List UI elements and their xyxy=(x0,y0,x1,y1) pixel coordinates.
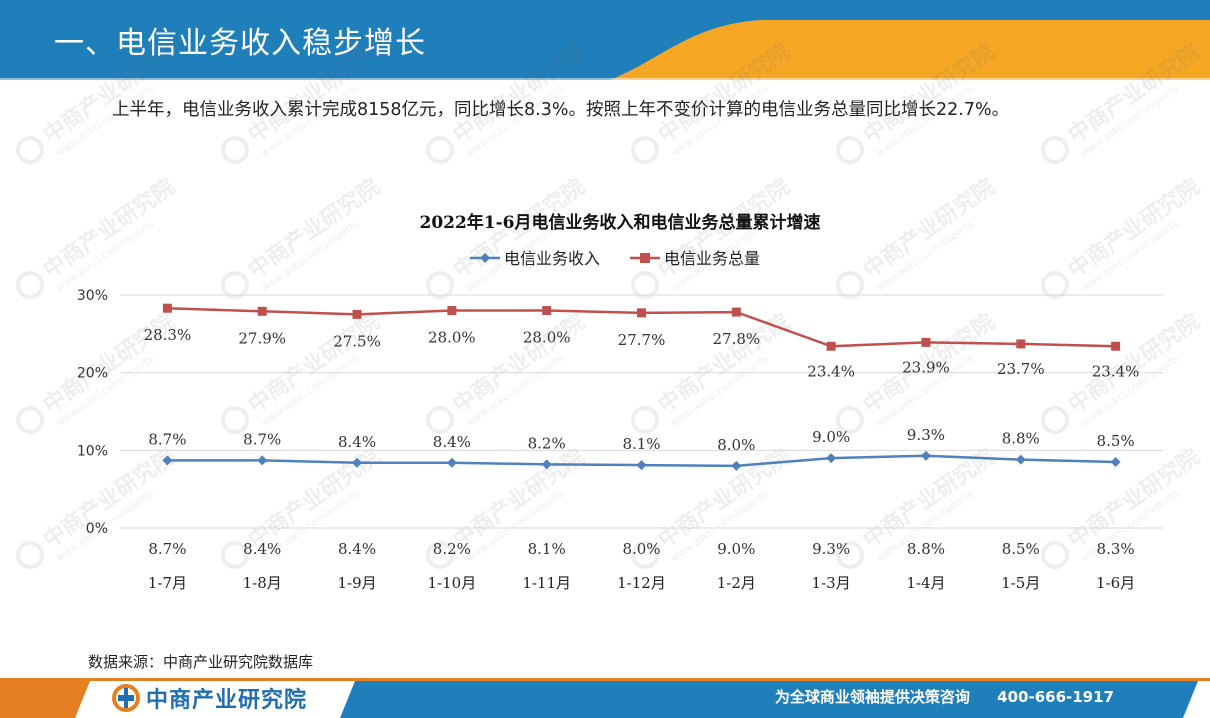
header-banner: 一、电信业务收入稳步增长 xyxy=(0,0,1210,80)
data-label: 23.4% xyxy=(807,362,855,380)
data-point xyxy=(447,306,457,316)
extra-label-row: 8.7% 8.4% 8.4% 8.2% 8.1% 8.0% 9.0% 9.3% 8.8% 8.5%… xyxy=(148,540,1134,558)
data-label: 23.9% xyxy=(902,358,950,376)
data-label: 8.4% xyxy=(433,433,471,451)
x-axis: 1-7月 1-8月 1-9月 1-10月 1-11月 1-12月 1-2月 1-3月 1-4月 1… xyxy=(148,574,1135,592)
summary-text: 上半年，电信业务收入累计完成8158亿元，同比增长8.3%。按照上年不变价计算的… xyxy=(112,100,1010,120)
x-tick-label: 1-8月 xyxy=(243,574,282,592)
y-axis: 0% 10% 20% 30% xyxy=(77,288,108,537)
extra-row-label: 8.8% xyxy=(907,540,945,558)
data-point xyxy=(731,460,742,471)
data-label: 8.7% xyxy=(243,430,281,448)
extra-row-label: 8.4% xyxy=(338,540,376,558)
data-point xyxy=(1015,454,1026,465)
legend-label: 电信业务收入 xyxy=(504,249,600,268)
data-point xyxy=(731,307,741,317)
data-label: 23.7% xyxy=(997,360,1045,378)
data-point xyxy=(637,308,646,318)
line-chart: 2022年1-6月电信业务收入和电信业务总量累计增速 电信业务收入 电信业务总量 … xyxy=(77,212,1163,592)
extra-row-label: 9.3% xyxy=(812,540,850,558)
y-tick-label: 20% xyxy=(77,366,108,382)
footer-logo: 中商产业研究院 xyxy=(112,683,307,713)
extra-row-label: 9.0% xyxy=(717,540,755,558)
data-label: 28.0% xyxy=(523,329,571,347)
data-point xyxy=(1016,339,1026,349)
chart-grid xyxy=(120,294,1163,529)
data-point xyxy=(352,457,363,468)
legend-label: 电信业务总量 xyxy=(664,249,760,268)
x-tick-label: 1-3月 xyxy=(812,574,851,592)
data-point xyxy=(446,457,457,468)
x-tick-label: 1-2月 xyxy=(717,574,756,592)
legend-marker xyxy=(480,253,490,263)
data-point xyxy=(257,306,267,316)
data-label: 27.9% xyxy=(238,329,286,347)
x-tick-label: 1-7月 xyxy=(148,574,187,592)
extra-row-label: 8.4% xyxy=(243,540,281,558)
data-label: 8.0% xyxy=(717,436,755,454)
data-label: 27.7% xyxy=(618,331,666,349)
data-point xyxy=(921,337,931,347)
legend-marker xyxy=(640,253,650,263)
data-label: 27.8% xyxy=(712,330,760,348)
data-label: 8.1% xyxy=(622,435,660,453)
chart-title: 2022年1-6月电信业务收入和电信业务总量累计增速 xyxy=(419,212,820,233)
chart-legend: 电信业务收入 电信业务总量 xyxy=(470,249,760,268)
extra-row-label: 8.1% xyxy=(528,540,566,558)
data-point xyxy=(542,306,552,316)
data-label: 8.8% xyxy=(1002,430,1040,448)
y-tick-label: 30% xyxy=(77,288,108,304)
footer-slogan: 为全球商业领袖提供决策咨询 xyxy=(774,688,970,706)
y-tick-label: 0% xyxy=(86,521,108,537)
logo-icon xyxy=(112,684,140,712)
extra-row-label: 8.5% xyxy=(1002,540,1040,558)
data-point xyxy=(162,303,172,313)
y-tick-label: 10% xyxy=(77,443,108,459)
data-point xyxy=(352,309,362,319)
data-label: 9.3% xyxy=(907,426,945,444)
data-label: 23.4% xyxy=(1092,362,1140,380)
extra-row-label: 8.3% xyxy=(1097,540,1135,558)
data-point xyxy=(1111,341,1121,351)
x-tick-label: 1-12月 xyxy=(617,574,666,592)
footer-phone: 400-666-1917 xyxy=(997,688,1114,706)
x-tick-label: 1-5月 xyxy=(1001,574,1040,592)
data-point xyxy=(636,460,647,471)
data-point xyxy=(826,341,836,351)
data-label: 8.7% xyxy=(148,430,186,448)
footer-logo-text: 中商产业研究院 xyxy=(146,688,308,713)
x-tick-label: 1-4月 xyxy=(906,574,945,592)
extra-row-label: 8.7% xyxy=(148,540,186,558)
data-point xyxy=(826,453,837,464)
data-label: 27.5% xyxy=(333,332,381,350)
header-decoration xyxy=(0,20,1210,80)
data-point xyxy=(1110,456,1121,467)
x-tick-label: 1-9月 xyxy=(337,574,376,592)
data-label: 8.5% xyxy=(1097,432,1135,450)
data-point xyxy=(162,455,173,466)
data-label: 9.0% xyxy=(812,428,850,446)
x-tick-label: 1-11月 xyxy=(522,574,571,592)
data-label: 8.4% xyxy=(338,433,376,451)
data-source: 数据来源：中商产业研究院数据库 xyxy=(88,653,314,671)
data-label: 8.2% xyxy=(528,434,566,452)
extra-row-label: 8.0% xyxy=(622,540,660,558)
footer-bar xyxy=(0,681,1198,718)
data-point xyxy=(541,459,552,470)
x-tick-label: 1-10月 xyxy=(428,574,477,592)
footer-contact: 为全球商业领袖提供决策咨询 400-666-1917 xyxy=(775,686,1114,707)
extra-row-label: 8.2% xyxy=(433,540,471,558)
data-point xyxy=(257,455,268,466)
data-label: 28.3% xyxy=(144,326,192,344)
data-label: 28.0% xyxy=(428,329,476,347)
page-title: 一、电信业务收入稳步增长 xyxy=(54,26,426,61)
series-layer: 8.7% 8.7% 8.4% 8.4% 8.2% 8.1% 8.0% 9.0% 9.3% 8.8%… xyxy=(144,303,1140,471)
footer-line xyxy=(0,678,1210,681)
x-tick-label: 1-6月 xyxy=(1096,574,1135,592)
data-point xyxy=(920,450,931,461)
